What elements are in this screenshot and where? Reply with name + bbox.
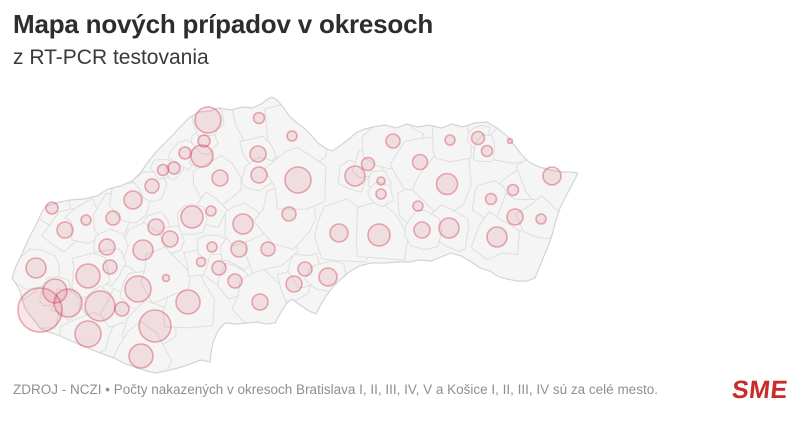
case-bubble — [484, 192, 498, 206]
case-bubble — [486, 226, 508, 248]
case-bubble — [385, 133, 401, 149]
case-bubble — [232, 213, 254, 235]
case-bubble — [128, 343, 154, 369]
case-bubble — [211, 169, 229, 187]
case-bubble — [260, 241, 276, 257]
case-bubble — [438, 217, 460, 239]
case-bubble — [480, 144, 494, 158]
case-bubble — [206, 241, 218, 253]
case-bubble — [286, 130, 298, 142]
header: Mapa nových prípadov v okresoch z RT-PCR… — [13, 10, 433, 69]
district-cell — [110, 320, 173, 373]
case-bubble — [156, 163, 170, 177]
case-bubble — [297, 261, 313, 277]
district-cell — [367, 182, 394, 208]
case-bubble — [344, 165, 366, 187]
district-cell — [64, 197, 104, 244]
case-bubble — [147, 218, 165, 236]
case-bubble — [285, 275, 303, 293]
case-bubble — [53, 288, 83, 318]
district-cell — [263, 146, 327, 210]
case-bubble — [123, 190, 143, 210]
case-bubble — [506, 183, 520, 197]
case-bubbles-layer — [17, 106, 562, 369]
case-bubble — [329, 223, 349, 243]
case-bubble — [42, 278, 68, 304]
case-bubble — [535, 213, 547, 225]
case-bubble — [167, 161, 181, 175]
case-bubble — [180, 205, 204, 229]
case-bubble — [227, 273, 243, 289]
case-bubble — [105, 210, 121, 226]
case-bubble — [542, 166, 562, 186]
case-bubble — [376, 176, 386, 186]
case-bubble — [161, 273, 171, 283]
case-bubble — [252, 111, 266, 125]
case-bubble — [284, 166, 312, 194]
case-bubble — [194, 106, 222, 134]
case-bubble — [178, 146, 192, 160]
case-bubble — [506, 137, 514, 145]
case-bubble — [506, 208, 524, 226]
case-bubble — [84, 290, 116, 322]
case-bubble — [161, 230, 179, 248]
case-bubble — [367, 223, 391, 247]
case-bubble — [250, 166, 268, 184]
case-bubble — [138, 309, 172, 343]
district-cell — [140, 246, 191, 304]
case-bubble — [124, 275, 152, 303]
district-cells-layer — [12, 97, 578, 373]
district-cell — [355, 200, 409, 261]
case-bubble — [190, 144, 214, 168]
page-subtitle: z RT-PCR testovania — [13, 45, 209, 69]
case-bubble — [102, 259, 118, 275]
case-bubble — [360, 156, 376, 172]
case-bubble — [175, 289, 201, 315]
district-cell — [470, 211, 520, 261]
case-bubble — [413, 221, 431, 239]
case-bubble — [411, 153, 429, 171]
case-bubble — [470, 130, 486, 146]
page-title: Mapa nových prípadov v okresoch — [13, 9, 434, 39]
case-bubble — [195, 256, 207, 268]
case-bubble — [444, 134, 456, 146]
case-bubble — [17, 287, 63, 333]
case-bubble — [25, 257, 47, 279]
case-bubble — [249, 145, 267, 163]
case-bubble — [45, 201, 59, 215]
case-bubble — [114, 301, 130, 317]
case-bubble — [197, 134, 211, 148]
case-bubble — [74, 320, 102, 348]
case-bubble — [205, 205, 217, 217]
district-cell — [177, 204, 208, 235]
source-note: ZDROJ - NCZI • Počty nakazených v okreso… — [13, 382, 658, 397]
case-bubble — [281, 206, 297, 222]
country-outline — [11, 96, 579, 374]
case-bubble — [412, 200, 424, 212]
case-bubble — [375, 188, 387, 200]
case-bubble — [98, 238, 116, 256]
district-cell — [224, 202, 264, 247]
case-bubble — [318, 267, 338, 287]
sme-logo: SME — [730, 376, 790, 404]
case-bubble — [75, 263, 101, 289]
case-bubble — [80, 214, 92, 226]
case-bubble — [144, 178, 160, 194]
case-bubble — [56, 221, 74, 239]
district-cell — [404, 209, 443, 250]
case-bubble — [230, 240, 248, 258]
case-bubble — [211, 260, 227, 276]
case-bubble — [435, 172, 459, 196]
district-cell — [149, 159, 173, 180]
case-bubble — [132, 239, 154, 261]
footer: ZDROJ - NCZI • Počty nakazených v okreso… — [13, 376, 790, 405]
case-bubble — [251, 293, 269, 311]
